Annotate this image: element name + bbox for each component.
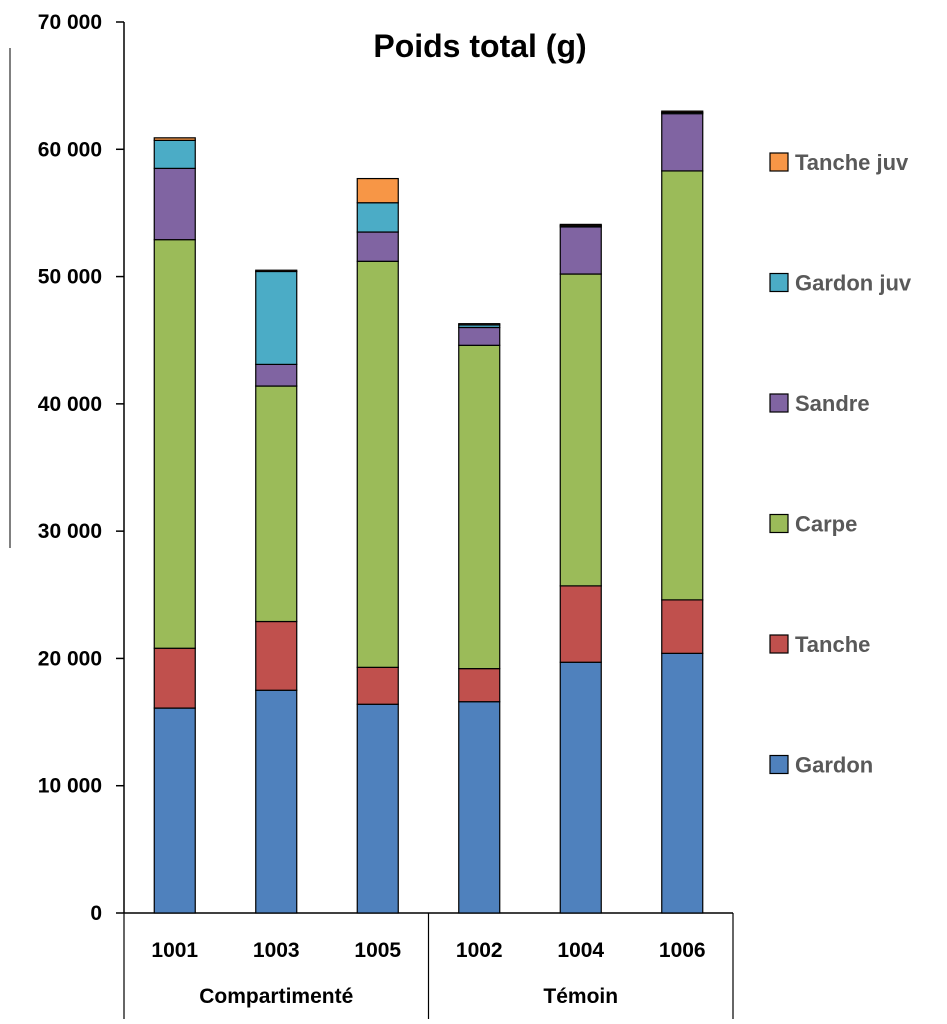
legend-swatch	[769, 152, 789, 172]
legend-label: Tanche juv	[795, 150, 909, 175]
bar-segment-sandre	[153, 167, 196, 241]
bar-segment-tanche	[356, 666, 399, 705]
bar-segment-gardon	[153, 707, 196, 914]
bar-segment-gardon-juv	[153, 139, 196, 169]
bar-segment-carpe	[458, 344, 501, 670]
x-tick-label: 1002	[456, 939, 503, 962]
legend-label: Tanche	[795, 632, 870, 657]
bar-segment-tanche	[255, 620, 298, 691]
bar-segment-gardon	[661, 652, 704, 914]
x-tick-label: 1001	[151, 939, 198, 962]
legend-label: Gardon juv	[795, 271, 912, 296]
x-tick-label: 1005	[354, 939, 401, 962]
y-tick-label: 20 000	[38, 647, 102, 670]
x-tick-label: 1003	[253, 939, 300, 962]
bar-segment-gardon-juv	[255, 270, 298, 365]
y-tick-label: 70 000	[38, 11, 102, 34]
bar-segment-carpe	[255, 385, 298, 623]
bar-segment-tanche-juv	[153, 137, 196, 141]
bar-segment-sandre	[559, 226, 602, 275]
x-tick-label: 1006	[659, 939, 706, 962]
legend-label: Carpe	[795, 512, 857, 537]
y-tick-label: 10 000	[38, 775, 102, 798]
x-tick-label: 1004	[557, 939, 604, 962]
bar-segment-tanche-juv	[661, 110, 704, 113]
group-label: Compartimenté	[199, 985, 353, 1008]
bar-segment-sandre	[255, 363, 298, 387]
legend-swatch	[769, 754, 789, 775]
group-label: Témoin	[543, 985, 618, 1008]
y-tick-label: 50 000	[38, 266, 102, 289]
y-tick-label: 0	[90, 902, 102, 925]
bar-segment-gardon	[458, 701, 501, 914]
legend-swatch	[769, 513, 789, 534]
y-tick-label: 30 000	[38, 520, 102, 543]
bar-segment-carpe	[559, 273, 602, 587]
bar-segment-gardon	[255, 689, 298, 914]
bar-segment-tanche-juv	[356, 177, 399, 204]
bar-segment-gardon	[356, 703, 399, 914]
legend-label: Gardon	[795, 753, 873, 778]
bar-segment-tanche	[153, 647, 196, 709]
y-tick-label: 60 000	[38, 138, 102, 161]
bar-segment-carpe	[153, 239, 196, 649]
bar-segment-gardon-juv	[356, 202, 399, 233]
bar-segment-carpe	[356, 260, 399, 668]
legend-swatch	[769, 634, 789, 654]
bar-segment-carpe	[661, 170, 704, 601]
bar-segment-sandre	[356, 231, 399, 262]
bar-segment-tanche	[458, 668, 501, 703]
bar-segment-tanche-juv	[458, 323, 501, 326]
chart-title: Poids total (g)	[373, 28, 586, 64]
y-tick-label: 40 000	[38, 393, 102, 416]
bar-segment-tanche-juv	[559, 223, 602, 227]
bar-segment-tanche-juv	[255, 269, 298, 273]
bar-segment-sandre	[458, 326, 501, 346]
legend-swatch	[769, 272, 789, 293]
legend-swatch	[769, 393, 789, 413]
bar-segment-tanche	[559, 585, 602, 663]
bar-segment-sandre	[661, 113, 704, 172]
legend-label: Sandre	[795, 391, 870, 416]
bar-segment-tanche	[661, 599, 704, 654]
bar-segment-gardon	[559, 661, 602, 914]
